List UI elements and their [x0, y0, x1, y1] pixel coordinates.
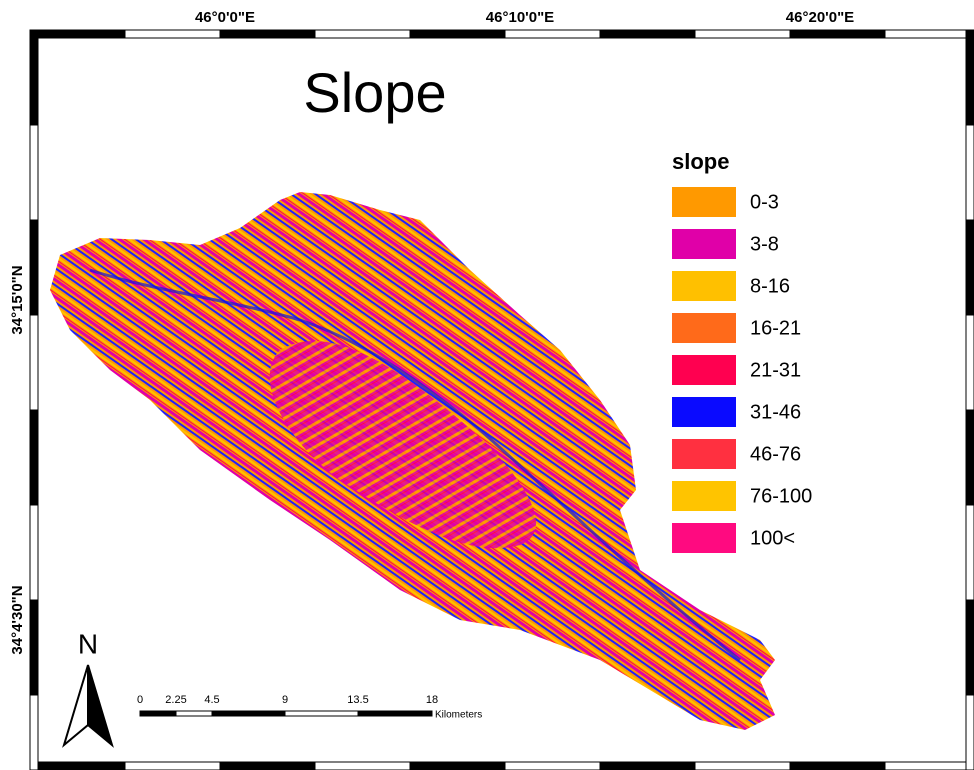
frame-segment — [885, 762, 974, 770]
longitude-label: 46°10'0"E — [486, 9, 554, 26]
frame-segment — [315, 30, 410, 38]
scale-label: 9 — [282, 694, 288, 706]
legend-label: 76-100 — [750, 485, 812, 507]
legend-swatch — [672, 481, 736, 511]
legend-swatch — [672, 397, 736, 427]
frame-segment — [125, 762, 220, 770]
frame-segment — [30, 762, 125, 770]
latitude-label: 34°4'30"N — [9, 585, 26, 654]
latitude-label: 34°15'0"N — [9, 265, 26, 334]
scale-label: 18 — [426, 694, 438, 706]
longitude-label: 46°20'0"E — [786, 9, 854, 26]
legend-swatch — [672, 229, 736, 259]
legend-title: slope — [672, 149, 729, 174]
scale-label: 2.25 — [165, 694, 186, 706]
frame-segment — [505, 762, 600, 770]
frame-segment — [410, 30, 505, 38]
frame-segment — [30, 600, 38, 695]
frame-segment — [966, 410, 974, 505]
legend-swatch — [672, 313, 736, 343]
frame-segment — [790, 762, 885, 770]
frame-segment — [966, 505, 974, 600]
frame-segment — [966, 315, 974, 410]
frame-segment — [695, 30, 790, 38]
legend-swatch — [672, 355, 736, 385]
frame-segment — [30, 315, 38, 410]
scale-label: 4.5 — [204, 694, 219, 706]
frame-segment — [30, 410, 38, 505]
legend-label: 0-3 — [750, 191, 779, 213]
frame-segment — [30, 695, 38, 770]
legend-label: 16-21 — [750, 317, 801, 339]
legend-label: 3-8 — [750, 233, 779, 255]
legend-swatch — [672, 439, 736, 469]
frame-segment — [966, 30, 974, 125]
frame-segment — [966, 220, 974, 315]
frame-segment — [30, 505, 38, 600]
legend-label: 46-76 — [750, 443, 801, 465]
frame-segment — [125, 30, 220, 38]
frame-segment — [966, 600, 974, 695]
legend-label: 8-16 — [750, 275, 790, 297]
frame-segment — [315, 762, 410, 770]
frame-segment — [220, 30, 315, 38]
frame-segment — [30, 125, 38, 220]
scale-label: 13.5 — [347, 694, 368, 706]
legend-swatch — [672, 187, 736, 217]
legend-swatch — [672, 271, 736, 301]
frame-segment — [966, 125, 974, 220]
map: Slope slope 0-3 3-8 8-16 16-21 21-31 31-46 46-… — [0, 0, 974, 770]
frame-segment — [695, 762, 790, 770]
scale-segment — [358, 711, 432, 716]
scale-segment — [140, 711, 176, 716]
frame-segment — [790, 30, 885, 38]
scale-label: 0 — [137, 694, 143, 706]
frame-segment — [30, 30, 38, 125]
frame-segment — [966, 695, 974, 770]
legend-swatch — [672, 523, 736, 553]
scale-segment — [285, 711, 358, 716]
longitude-label: 46°0'0"E — [195, 9, 255, 26]
scale-segment — [212, 711, 285, 716]
north-label: N — [78, 628, 98, 659]
frame-segment — [30, 220, 38, 315]
map-title: Slope — [303, 61, 446, 124]
legend-label: 21-31 — [750, 359, 801, 381]
legend-label: 31-46 — [750, 401, 801, 423]
frame-segment — [410, 762, 505, 770]
frame-segment — [220, 762, 315, 770]
frame-segment — [885, 30, 974, 38]
frame-segment — [600, 30, 695, 38]
frame-segment — [505, 30, 600, 38]
frame-segment — [30, 30, 125, 38]
scale-segment — [176, 711, 212, 716]
scale-unit: Kilometers — [435, 710, 482, 721]
frame-segment — [600, 762, 695, 770]
legend-label: 100< — [750, 527, 795, 549]
